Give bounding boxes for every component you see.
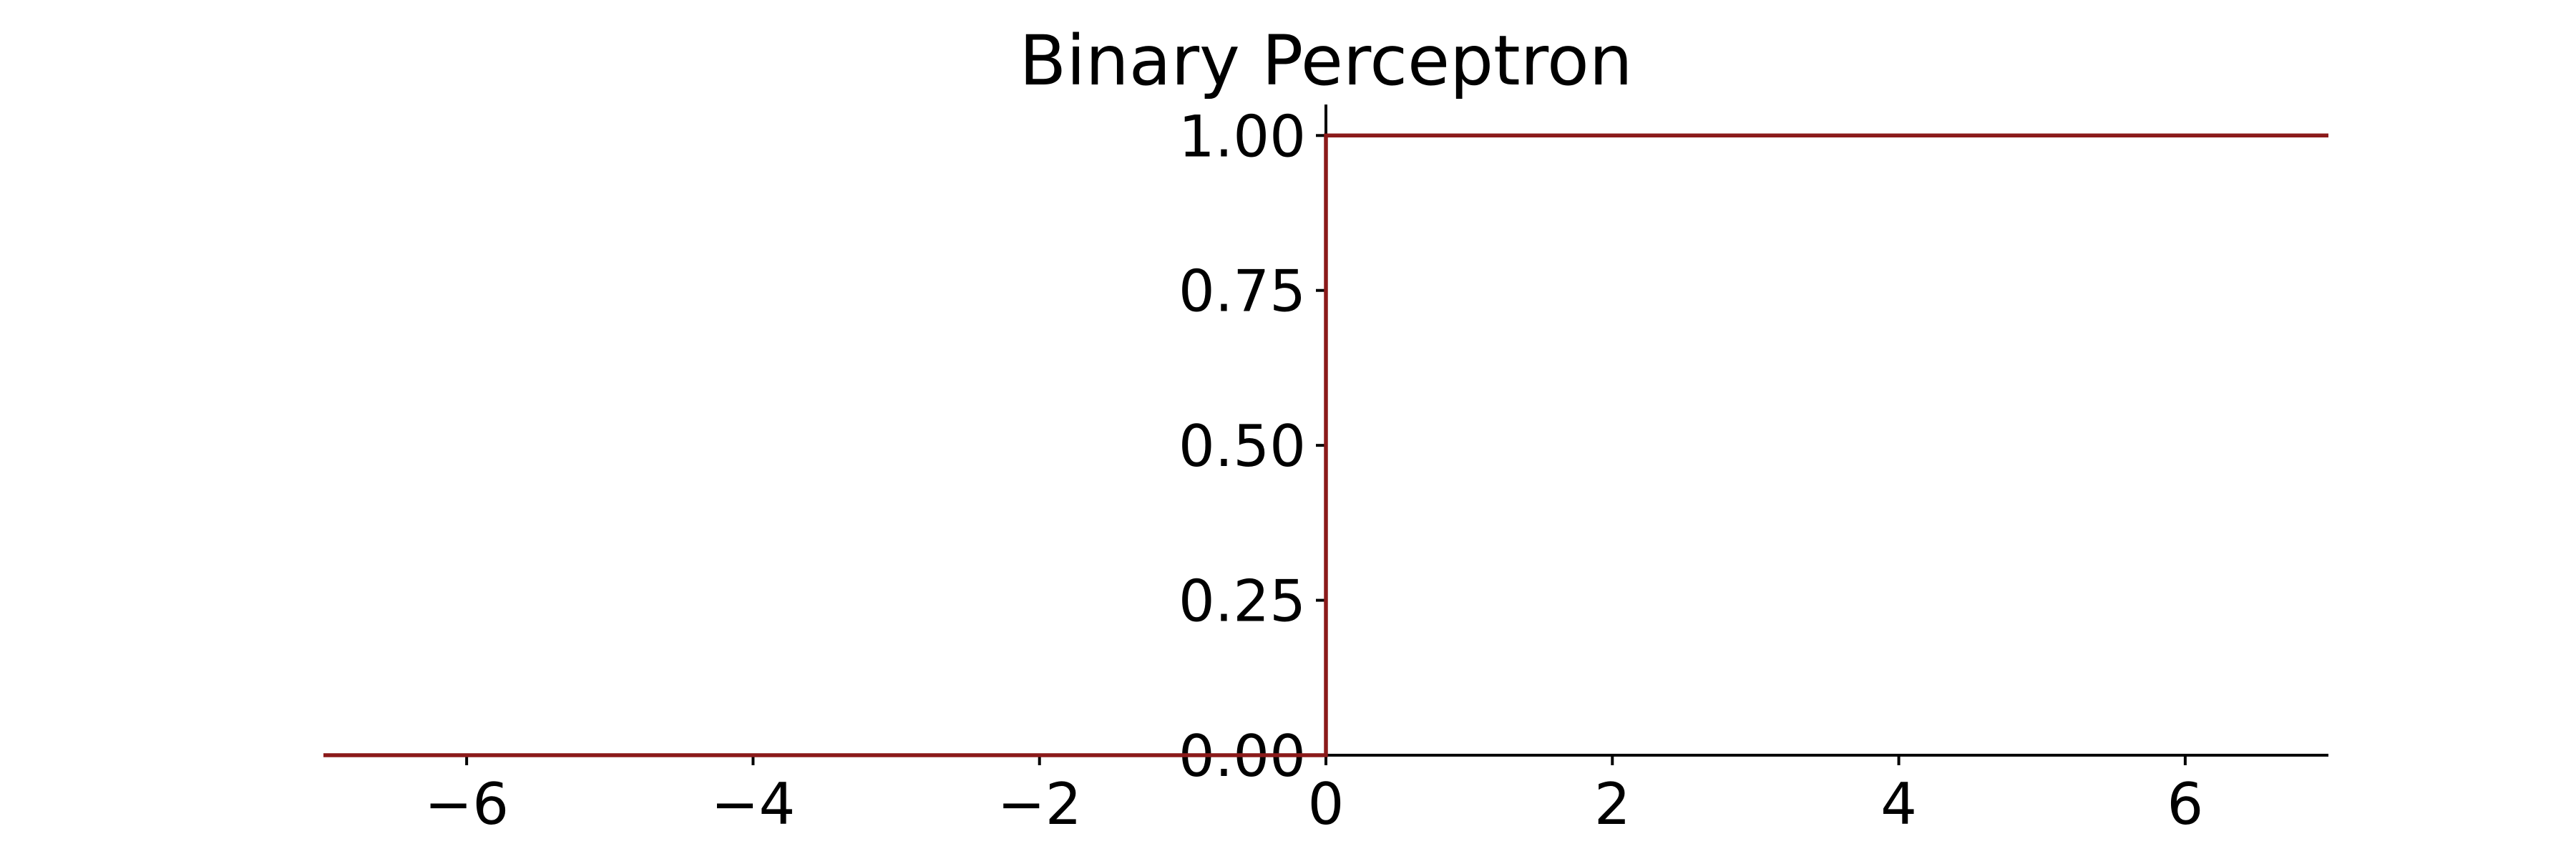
x-tick-label: 6 <box>2167 771 2203 838</box>
y-tick-label: 1.00 <box>1179 103 1306 170</box>
x-tick-label: 0 <box>1308 771 1345 838</box>
y-tick-label: 0.50 <box>1179 413 1306 480</box>
step-function-line <box>323 133 2328 757</box>
x-tick-label: 4 <box>1880 771 1917 838</box>
y-tick-label: 0.75 <box>1179 258 1306 325</box>
x-tick-label: −2 <box>997 771 1082 838</box>
x-tick-label: 2 <box>1594 771 1631 838</box>
chart-title: Binary Perceptron <box>1019 21 1632 101</box>
x-tick-label: −6 <box>424 771 509 838</box>
plot-series <box>323 133 2328 757</box>
y-ticks: 0.000.250.500.751.00 <box>1179 103 1326 790</box>
x-tick-label: −4 <box>711 771 795 838</box>
x-ticks: −6 −4 −2 0 2 4 6 <box>424 755 2203 838</box>
y-tick-label: 0.25 <box>1179 568 1306 635</box>
